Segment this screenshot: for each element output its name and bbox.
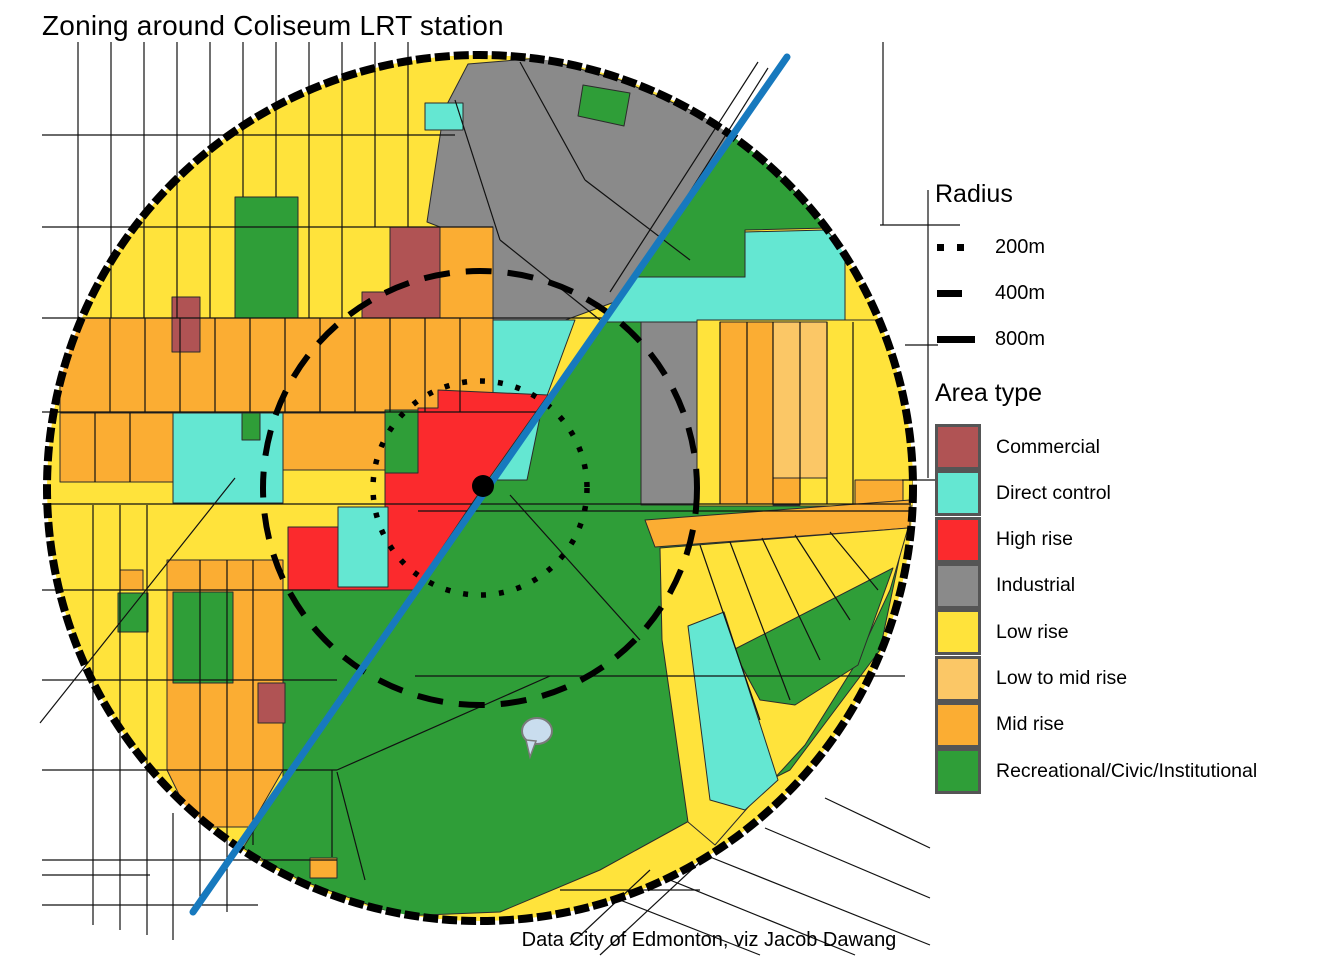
area-type-item-label: Commercial xyxy=(996,435,1101,458)
region-cyan-sw xyxy=(337,506,389,588)
legend-swatch-direct_control xyxy=(935,470,981,517)
area-type-legend-item: Industrial xyxy=(935,562,1076,609)
area-type-item-label: Direct control xyxy=(996,481,1111,504)
radius-800m-line-sample xyxy=(937,335,975,343)
region-green-sm-w xyxy=(117,592,149,633)
area-type-legend-title: Area type xyxy=(935,379,1043,407)
area-type-legend-item: High rise xyxy=(935,516,1073,563)
area-type-item-label: Low to mid rise xyxy=(996,667,1128,689)
station-dot xyxy=(472,475,494,497)
region-cyan-strip-se xyxy=(687,611,779,811)
radius-item-label: 400m xyxy=(995,281,1046,304)
data-credit-caption: Data City of Edmonton, viz Jacob Dawang xyxy=(521,929,897,951)
radius-item-label: 200m xyxy=(995,235,1046,258)
area-type-legend-item: Direct control xyxy=(935,470,1111,517)
radius-400m-line-sample xyxy=(937,289,975,297)
legend-swatch-commercial xyxy=(935,424,981,470)
region-orange-sm-e1 xyxy=(772,477,801,506)
pond-tail xyxy=(525,739,538,760)
region-green-rect-b xyxy=(234,196,299,319)
legend-swatch-low_rise xyxy=(935,609,981,656)
area-type-legend-item: Low rise xyxy=(935,609,1069,656)
radius-800m-ring xyxy=(43,51,917,925)
radius-400m-ring xyxy=(260,268,700,708)
region-orange-band-a xyxy=(59,317,494,413)
region-brown-sw xyxy=(257,682,286,724)
radius-legend-item: 400m xyxy=(937,279,1045,307)
area-type-legend-item: Low to mid rise xyxy=(935,655,1128,702)
legend-swatch-mid_rise xyxy=(935,701,981,748)
region-orange-sm-s xyxy=(309,857,338,879)
page-title: Zoning around Coliseum LRT station xyxy=(42,10,504,41)
region-orange-f xyxy=(59,412,174,483)
region-cyan-e-block xyxy=(172,412,284,504)
area-type-legend-item: Mid rise xyxy=(935,701,1065,748)
area-type-item-label: Industrial xyxy=(996,574,1076,597)
area-type-item-label: Recreational/Civic/Institutional xyxy=(996,759,1258,782)
legend-swatch-high_rise xyxy=(935,516,981,563)
legend-swatch-industrial xyxy=(935,562,981,609)
region-green-triangle-se xyxy=(732,567,894,706)
radius-200m-ring xyxy=(370,378,590,598)
region-green-rect-c xyxy=(384,409,419,474)
radius-item-label: 800m xyxy=(995,327,1046,350)
area-type-legend-item: Recreational/Civic/Institutional xyxy=(935,748,1258,795)
area-type-legend-item: Commercial xyxy=(935,424,1100,470)
area-type-item-label: High rise xyxy=(996,528,1073,551)
area-type-item-label: Low rise xyxy=(996,620,1069,643)
legend-swatch-recreational_civic_institutional xyxy=(935,748,981,795)
region-gray-south-strip xyxy=(640,321,701,506)
street-lines xyxy=(39,42,960,956)
legend-swatch-low_to_mid_rise xyxy=(935,655,981,702)
region-brown-sm-nw xyxy=(171,296,201,353)
radius-legend-item: 200m xyxy=(937,233,1045,261)
radius-200m-line-sample xyxy=(937,243,975,251)
radius-legend-title: Radius xyxy=(935,180,1013,208)
region-green-mini xyxy=(241,412,261,441)
area-type-item-label: Mid rise xyxy=(996,713,1065,736)
pond xyxy=(521,717,553,745)
region-green-parcel-in-gray xyxy=(577,84,631,127)
radius-legend-item: 800m xyxy=(937,325,1045,353)
region-cyan-rect-nw xyxy=(424,102,464,131)
region-green-rect-sw xyxy=(172,591,234,684)
region-orange-sm-w xyxy=(119,569,144,591)
